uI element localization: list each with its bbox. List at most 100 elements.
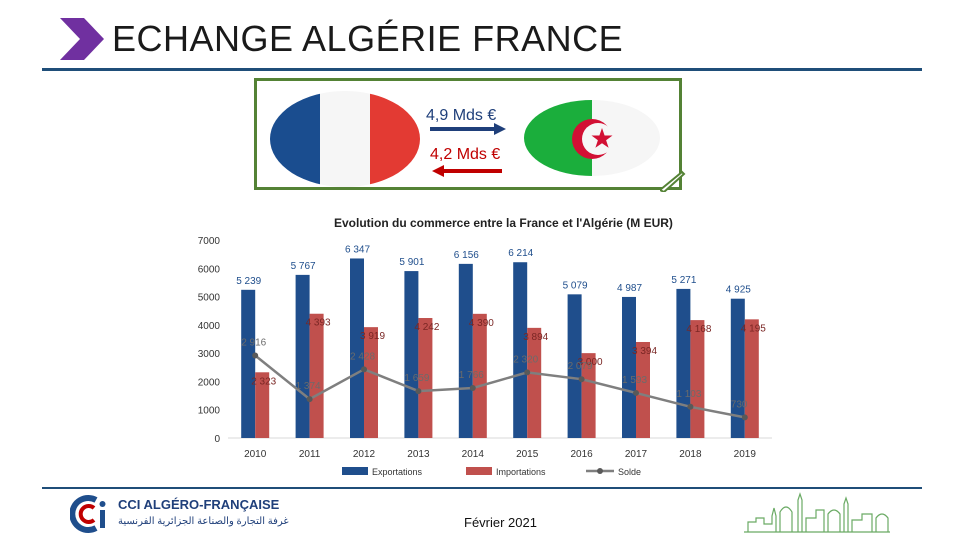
y-tick-label: 0 [214,434,220,445]
export-bar [730,298,745,438]
y-tick-label: 5000 [198,293,221,304]
import-data-label: 4 195 [741,323,766,334]
balance-point [524,369,531,376]
y-tick-label: 1000 [198,406,221,417]
export-bar [295,274,310,438]
export-bar [567,294,582,438]
export-data-label: 6 214 [508,248,533,259]
import-bar [527,327,542,438]
import-value: 4,2 Mds € [430,146,501,163]
export-data-label: 5 239 [236,276,261,287]
chart-title: Evolution du commerce entre la France et… [334,216,673,230]
footer-divider [42,487,922,489]
balance-data-label: 730 [731,399,748,410]
x-tick-label: 2015 [516,449,539,460]
trade-arrows [430,123,506,177]
export-data-label: 4 987 [617,283,642,294]
balance-point [252,352,259,359]
export-data-label: 6 347 [345,244,370,255]
header-divider [42,68,922,71]
balance-point [361,366,367,373]
balance-data-label: 2 428 [350,351,375,362]
import-bar [309,313,324,438]
import-bar [418,318,433,438]
legend-swatch-exportations [342,467,368,475]
page-fold-icon [660,170,686,192]
export-bar [676,288,691,438]
x-tick-label: 2017 [625,449,648,460]
import-bar [472,313,487,438]
trade-evolution-chart: Evolution du commerce entre la France et… [198,216,772,477]
france-flag-icon [270,91,420,187]
export-data-label: 5 901 [399,257,424,268]
import-data-label: 4 393 [306,318,331,329]
legend-label-exportations: Exportations [372,467,423,477]
x-tick-label: 2011 [299,449,321,460]
balance-point [306,396,313,403]
x-tick-label: 2019 [734,449,757,460]
y-tick-label: 6000 [198,264,221,275]
y-tick-label: 2000 [198,377,221,388]
export-arrow-icon [430,123,506,135]
import-arrow-icon [432,165,502,177]
legend-swatch-importations [466,467,492,475]
import-data-label: 3 000 [578,357,603,368]
export-value: 4,9 Mds € [426,107,497,124]
balance-data-label: 2 320 [513,354,538,365]
balance-point [469,385,476,392]
balance-series: 2 916 1 374 2 428 1 659 1 766 2 320 2 079 1 593… [241,338,748,421]
x-tick-label: 2018 [679,449,702,460]
balance-point [741,414,748,421]
x-tick-label: 2016 [570,449,593,460]
balance-data-label: 1 659 [404,373,429,384]
x-tick-label: 2014 [462,449,485,460]
balance-line [254,354,746,419]
balance-point [687,403,694,410]
x-axis: 2010 2011 2012 2013 2014 2015 2016 2017 2018 2019 [244,449,756,460]
import-data-label: 3 394 [632,346,657,357]
chart-legend: Exportations Importations Solde [342,467,641,477]
import-bar [744,319,759,438]
x-tick-label: 2010 [244,449,267,460]
bar-series: 5 239 2 323 5 767 4 393 6 347 3 919 5 901 4 242… [236,244,766,438]
import-data-label: 4 242 [414,322,439,333]
import-data-label: 4 168 [686,324,711,335]
import-data-label: 2 323 [251,376,276,387]
balance-data-label: 2 079 [568,361,593,372]
import-bar [581,353,596,438]
export-data-label: 5 271 [671,275,696,286]
y-tick-label: 3000 [198,349,221,360]
balance-data-label: 1 766 [459,370,484,381]
export-bar [458,263,473,438]
y-tick-label: 4000 [198,321,221,332]
city-skyline-icon [744,492,890,533]
legend-marker-solde [597,468,603,474]
export-bar [241,289,256,438]
import-bar [364,327,378,438]
balance-point [415,388,422,395]
crescent-star-icon [572,119,614,159]
organization-name: CCI ALGÉRO-FRANÇAISE [118,497,280,512]
balance-data-label: 1 593 [622,375,647,386]
x-tick-label: 2012 [353,449,376,460]
export-bar [622,296,636,438]
import-bar [636,341,650,438]
cci-logo [70,495,106,533]
balance-data-label: 1 103 [676,389,701,400]
import-data-label: 3 894 [523,332,548,343]
export-data-label: 5 767 [291,261,316,272]
organization-arabic-name: غرفة التجارة والصناعة الجزائرية الفرنسية [118,516,289,527]
import-bar [255,372,270,438]
slide-title: ECHANGE ALGÉRIE FRANCE [112,18,624,59]
import-data-label: 4 390 [469,318,494,329]
chevron-right-icon [60,18,104,60]
export-data-label: 5 079 [563,280,588,291]
y-tick-label: 7000 [198,236,221,247]
balance-data-label: 1 374 [296,381,321,392]
import-data-label: 3 919 [360,331,385,342]
export-bar [350,258,364,438]
export-data-label: 4 925 [726,285,751,296]
import-bar [690,320,705,438]
export-bar [404,271,419,438]
balance-data-label: 2 916 [241,338,266,349]
